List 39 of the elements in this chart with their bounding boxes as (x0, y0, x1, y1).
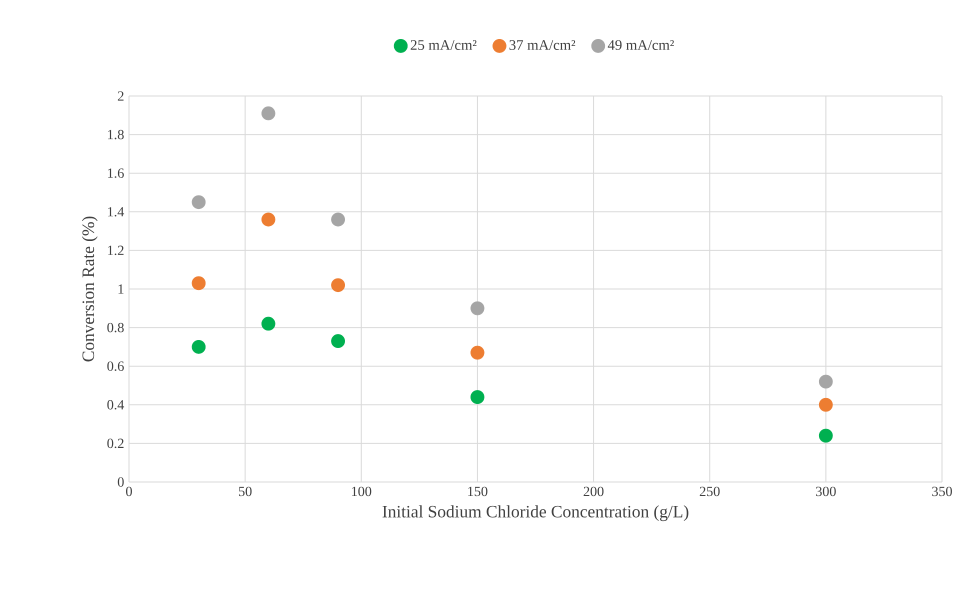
y-tick-label: 0.8 (107, 322, 124, 332)
point (818, 428, 833, 443)
point (192, 276, 206, 290)
point (818, 398, 833, 412)
y-tick-label: 0.4 (107, 400, 124, 410)
point (470, 301, 484, 316)
legend-label: 25 mA/cm² (410, 40, 476, 50)
x-tick-label: 150 (468, 486, 488, 496)
y-tick-label: 0.6 (107, 361, 124, 371)
point (261, 212, 276, 226)
x-tick-label: 50 (238, 486, 252, 496)
legend-label: 49 mA/cm² (608, 40, 674, 50)
x-tick-label: 250 (700, 486, 720, 496)
point (192, 195, 206, 210)
point (470, 390, 484, 404)
y-tick-label: 1.4 (108, 207, 124, 216)
legend-label: 37 mA/cm² (510, 40, 576, 50)
y-tick-label: 1.8 (108, 130, 124, 140)
point (818, 374, 833, 389)
point (261, 106, 276, 120)
y-axis-title: Conversion Rate (%) (82, 216, 98, 362)
point (331, 212, 345, 226)
x-axis-title: Initial Sodium Chloride Concentration (g/L) (382, 505, 688, 522)
x-tick-label: 0 (126, 486, 132, 496)
y-tick-label: 1.2 (108, 246, 124, 256)
x-tick-label: 300 (816, 486, 836, 496)
y-tick-label: 0 (118, 477, 124, 487)
y-tick-label: 1 (118, 284, 124, 294)
point (331, 278, 345, 292)
point (331, 334, 345, 348)
x-tick-label: 200 (584, 486, 604, 496)
point (261, 316, 276, 331)
x-tick-label: 100 (352, 486, 372, 496)
y-tick-label: 1.6 (108, 168, 124, 178)
y-tick-label: 0.2 (107, 438, 124, 448)
x-tick-label: 350 (932, 486, 952, 496)
point (192, 340, 206, 354)
y-tick-label: 2 (118, 91, 124, 101)
point (470, 346, 484, 360)
